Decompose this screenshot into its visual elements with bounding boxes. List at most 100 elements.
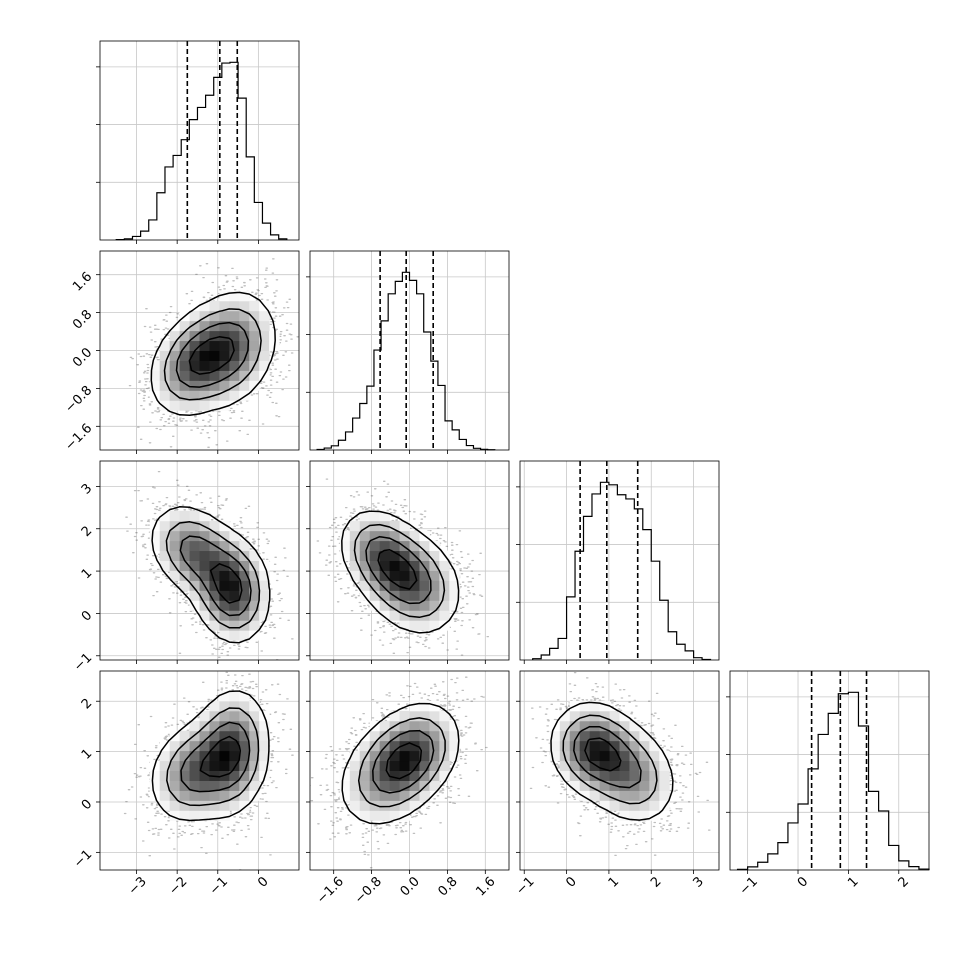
x-tick-label: 0: [255, 874, 271, 890]
density-cell: [429, 780, 440, 791]
density-cell: [159, 540, 171, 552]
density-cell: [209, 560, 220, 571]
density-cell: [359, 770, 371, 781]
density-cell: [399, 570, 410, 581]
density-cell: [429, 570, 440, 581]
density-cell: [259, 350, 270, 361]
density-cell: [159, 400, 171, 411]
density-cell: [259, 610, 270, 621]
density-cell: [249, 700, 260, 712]
density-cell: [239, 760, 250, 771]
density-cell: [209, 730, 220, 742]
histogram-step: [736, 691, 930, 870]
density-cell: [419, 540, 430, 552]
density-cell: [589, 790, 601, 801]
density-cell: [229, 330, 240, 342]
density-cell: [429, 750, 440, 762]
density-cell: [189, 600, 200, 611]
density-cell: [229, 730, 240, 742]
scatter-panel-0-3: [99, 670, 300, 871]
density-cell: [599, 720, 611, 732]
density-cell: [419, 770, 430, 781]
density-cell: [159, 750, 171, 762]
density-cell: [569, 760, 581, 771]
scatter-panel-2-3: [519, 670, 720, 871]
density-cell: [179, 770, 191, 781]
density-cell: [339, 770, 351, 781]
density-cell: [369, 780, 381, 791]
density-cell: [209, 800, 220, 811]
histogram-panel-0: [96, 40, 300, 241]
density-cell: [199, 350, 210, 361]
density-cell: [159, 510, 171, 522]
density-cell: [189, 590, 200, 601]
density-cell: [229, 760, 240, 771]
density-cell: [189, 520, 200, 532]
density-cell: [249, 350, 260, 361]
density-cell: [619, 800, 630, 811]
contour-level-2: [179, 535, 252, 617]
scatter-panel-1-2: [309, 460, 510, 661]
x-tick-label: 2: [648, 874, 664, 890]
density-cell: [199, 540, 210, 552]
density-cell: [209, 750, 220, 762]
density-cell: [369, 810, 381, 821]
density-cell: [239, 720, 250, 732]
density-cell: [589, 780, 601, 791]
density-cell: [359, 580, 371, 591]
density-cell: [209, 380, 220, 391]
density-cell: [599, 710, 611, 722]
contour-level-0: [341, 510, 460, 634]
density-cell: [249, 550, 260, 561]
density-cell: [399, 580, 410, 591]
x-tick-label: −1: [513, 874, 537, 898]
density-cell: [249, 340, 260, 351]
density-cell: [219, 390, 230, 401]
y-tick-label: 0: [79, 608, 95, 624]
density-cell: [199, 810, 210, 821]
density-cell: [389, 610, 401, 621]
density-cell: [179, 730, 191, 742]
density-cell: [179, 540, 191, 552]
density-cell: [209, 310, 220, 322]
contour-level-0: [151, 690, 270, 822]
density-cell: [559, 740, 571, 752]
density-cell: [219, 700, 230, 712]
density-cell: [389, 740, 401, 752]
density-cell: [189, 550, 200, 561]
density-cell: [229, 550, 240, 561]
density-cell: [349, 780, 361, 791]
density-cell: [229, 340, 240, 351]
density-cell: [389, 710, 401, 722]
density-cell: [609, 710, 620, 722]
density-cell: [229, 630, 240, 641]
density-cell: [399, 740, 410, 752]
density-cell: [399, 610, 410, 621]
density-cell: [149, 540, 161, 552]
density-cell: [239, 360, 250, 371]
density-cell: [549, 730, 561, 742]
density-cell: [419, 590, 430, 601]
density-cell: [609, 770, 620, 781]
contour-level-2: [175, 321, 250, 388]
contour-level-0: [150, 291, 276, 416]
density-cell: [419, 700, 430, 712]
density-cell: [189, 350, 200, 361]
density-cell: [209, 700, 220, 712]
density-cell: [619, 740, 630, 752]
density-cell: [249, 760, 260, 771]
density-cell: [229, 570, 240, 581]
density-cell: [189, 380, 200, 391]
density-cell: [229, 580, 240, 591]
density-cell: [229, 790, 240, 801]
density-cell: [639, 730, 650, 742]
density-cell: [409, 710, 420, 722]
density-cell: [209, 520, 220, 532]
density-cell: [429, 720, 440, 732]
density-cell: [239, 740, 250, 752]
density-cell: [189, 780, 200, 791]
density-cell: [189, 400, 200, 411]
density-cell: [409, 800, 420, 811]
density-cell: [159, 350, 171, 361]
density-cell: [229, 690, 240, 702]
